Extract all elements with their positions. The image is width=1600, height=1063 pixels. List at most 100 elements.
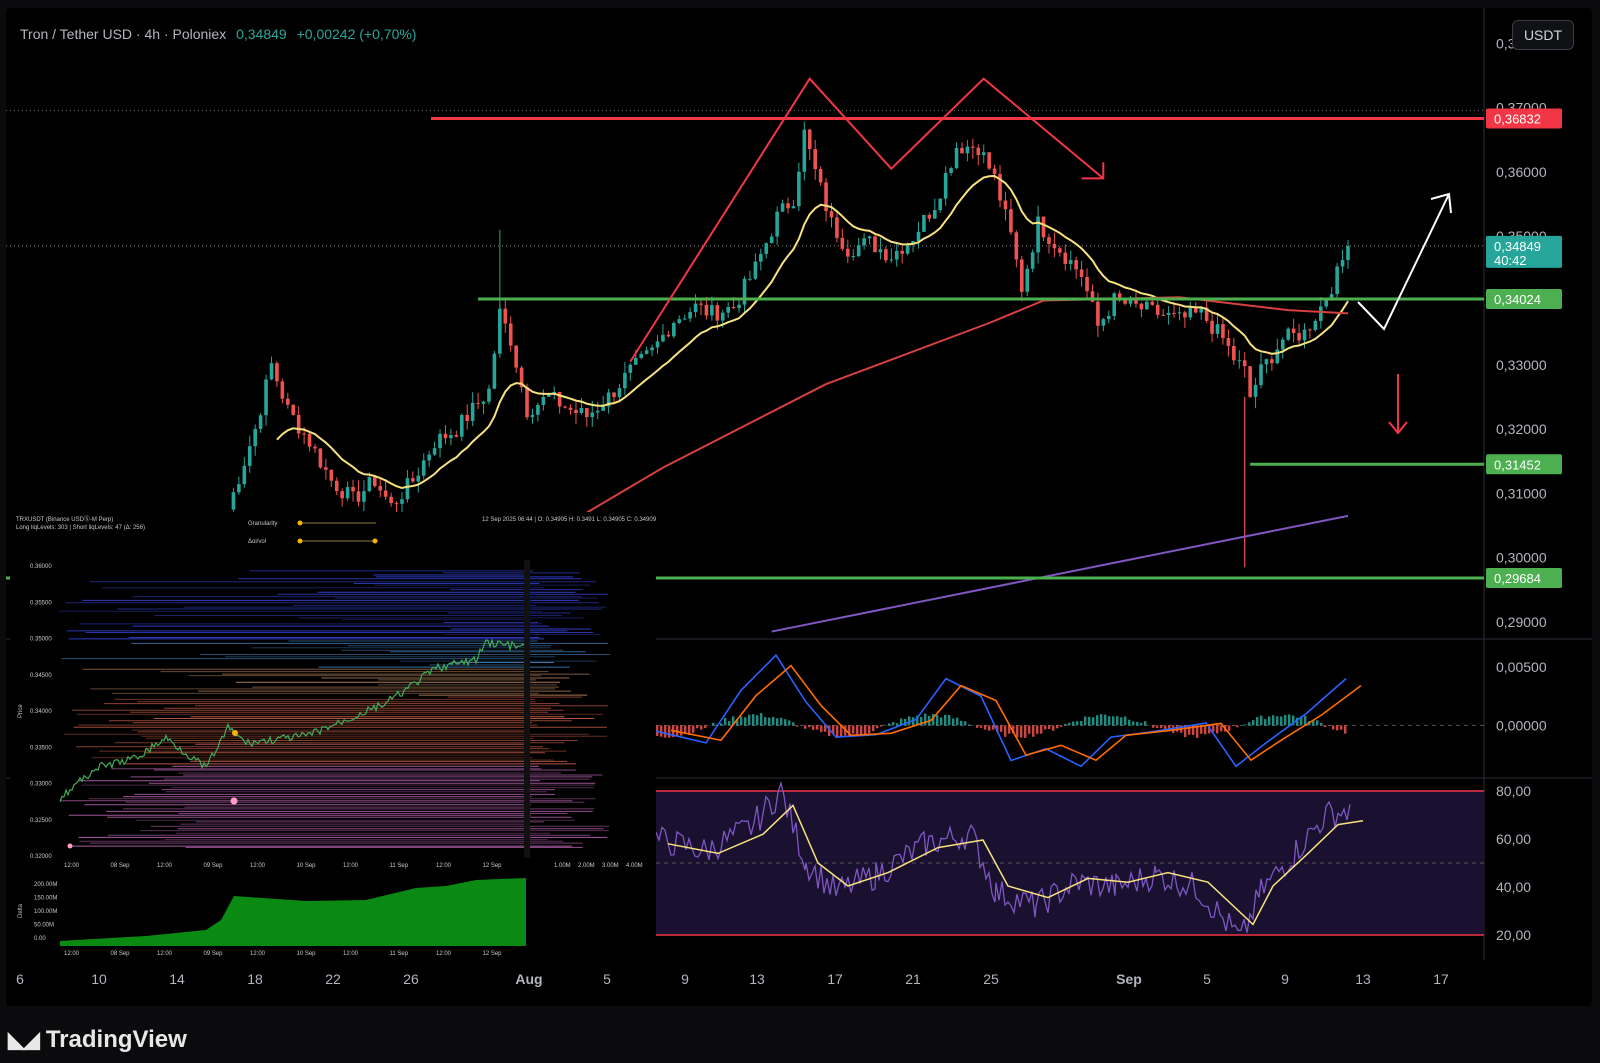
candle-body [682, 318, 687, 320]
macd-bar [1204, 725, 1207, 735]
macd-bar [1068, 722, 1071, 726]
inset-price-tick: 0.35500 [30, 600, 52, 606]
candle-body [1079, 269, 1084, 277]
candle-body [1291, 328, 1296, 333]
macd-bar [780, 717, 783, 726]
chart-area[interactable]: 0,380000,370000,360000,350000,340000,330… [6, 8, 1592, 1006]
candle-body [275, 363, 279, 382]
candle-body [427, 454, 431, 461]
tradingview-logo[interactable]: ◣◢ TradingView [8, 1026, 187, 1054]
candle-body [715, 305, 720, 321]
date-tick-label: 17 [827, 971, 843, 987]
inset-date-tick: 12:00 [436, 951, 452, 957]
inset-background [10, 512, 656, 958]
inset-date-tick: 11 Sep [390, 951, 409, 957]
price-level-badge: 0,34024 [1486, 288, 1562, 309]
date-tick-label: 13 [1355, 971, 1371, 987]
date-tick-label: 5 [603, 971, 611, 987]
candle-body [590, 412, 595, 418]
macd-bar [736, 718, 739, 726]
countdown-label: 40:42 [1494, 253, 1527, 268]
macd-bar [760, 713, 763, 726]
macd-bar [1192, 725, 1195, 736]
candle-body [1329, 294, 1334, 300]
candle-body [1047, 237, 1051, 244]
liquidation-dot [230, 797, 238, 805]
macd-bar [1092, 717, 1095, 726]
macd-bar [1056, 725, 1059, 729]
candle-body [302, 433, 306, 435]
candle-body [318, 448, 323, 468]
candle-body [835, 217, 839, 238]
date-tick-label: 13 [749, 971, 765, 987]
candle-body [411, 478, 415, 482]
bearish-arrow-icon [1388, 374, 1408, 435]
inset-date-tick: 08 Sep [111, 951, 131, 957]
macd-bar [692, 725, 695, 733]
currency-button[interactable]: USDT [1512, 20, 1574, 50]
inset-date-tick: 12:00 [157, 951, 173, 957]
candle-body [557, 391, 562, 407]
macd-bar [984, 725, 987, 730]
date-tick-label: 26 [403, 971, 419, 987]
candle-body [818, 169, 823, 183]
candle-body [329, 469, 334, 481]
chart-svg[interactable]: 0,380000,370000,360000,350000,340000,330… [6, 8, 1592, 1006]
macd-bar [1332, 725, 1335, 730]
price-level-label: 0,34024 [1494, 292, 1541, 307]
macd-bar [808, 725, 811, 728]
candle-body [313, 446, 317, 449]
candle-body [731, 306, 736, 308]
candle-body [443, 433, 448, 439]
date-tick-label: 5 [1203, 971, 1211, 987]
macd-bar [1132, 721, 1135, 726]
macd-bar [956, 717, 959, 726]
macd-bar [968, 724, 971, 726]
inset-volume-tick: 2.00M [578, 863, 595, 869]
inset-divider [524, 560, 530, 858]
candle-body [726, 306, 730, 313]
candle-body [536, 404, 540, 415]
inset-subtitle: Long liqLevels: 303 | Short liqLevels: 4… [16, 525, 145, 531]
macd-bar [720, 723, 723, 726]
macd-bar [700, 725, 703, 730]
macd-bar [776, 718, 779, 726]
macd-bar [756, 715, 759, 726]
candle-body [356, 491, 361, 502]
macd-bar [1160, 725, 1163, 729]
candle-body [400, 499, 404, 504]
macd-bar [1260, 715, 1263, 726]
candle-body [454, 434, 459, 437]
inset-axis-label: Price [18, 704, 24, 718]
macd-bar [1072, 721, 1075, 726]
macd-bar [712, 722, 715, 726]
macd-bar [1060, 725, 1063, 727]
candle-body [258, 415, 263, 429]
macd-bar [1284, 714, 1287, 726]
price-level-box [1486, 567, 1562, 588]
candle-body [1150, 301, 1155, 305]
candle-body [655, 341, 660, 348]
macd-bar [772, 716, 775, 726]
candle-body [1014, 232, 1019, 260]
candle-body [487, 388, 491, 402]
price-level-label: 0,34849 [1494, 239, 1541, 254]
candle-body [307, 433, 312, 447]
candle-body [1134, 298, 1138, 304]
candle-body [438, 433, 442, 449]
macd-bar [1140, 722, 1143, 726]
macd-bar [896, 723, 899, 726]
macd-bar [1236, 725, 1239, 728]
candle-body [1106, 315, 1111, 320]
macd-bar [1076, 721, 1079, 726]
rsi-tick-label: 40,00 [1496, 879, 1531, 895]
macd-bar [1304, 716, 1307, 726]
candle-body [916, 231, 921, 242]
macd-bar [1096, 715, 1099, 726]
macd-bar [1064, 723, 1067, 726]
inset-price-line [59, 638, 525, 803]
candle-body [617, 388, 622, 398]
price-change: +0,00242 (+0,70%) [296, 26, 417, 42]
